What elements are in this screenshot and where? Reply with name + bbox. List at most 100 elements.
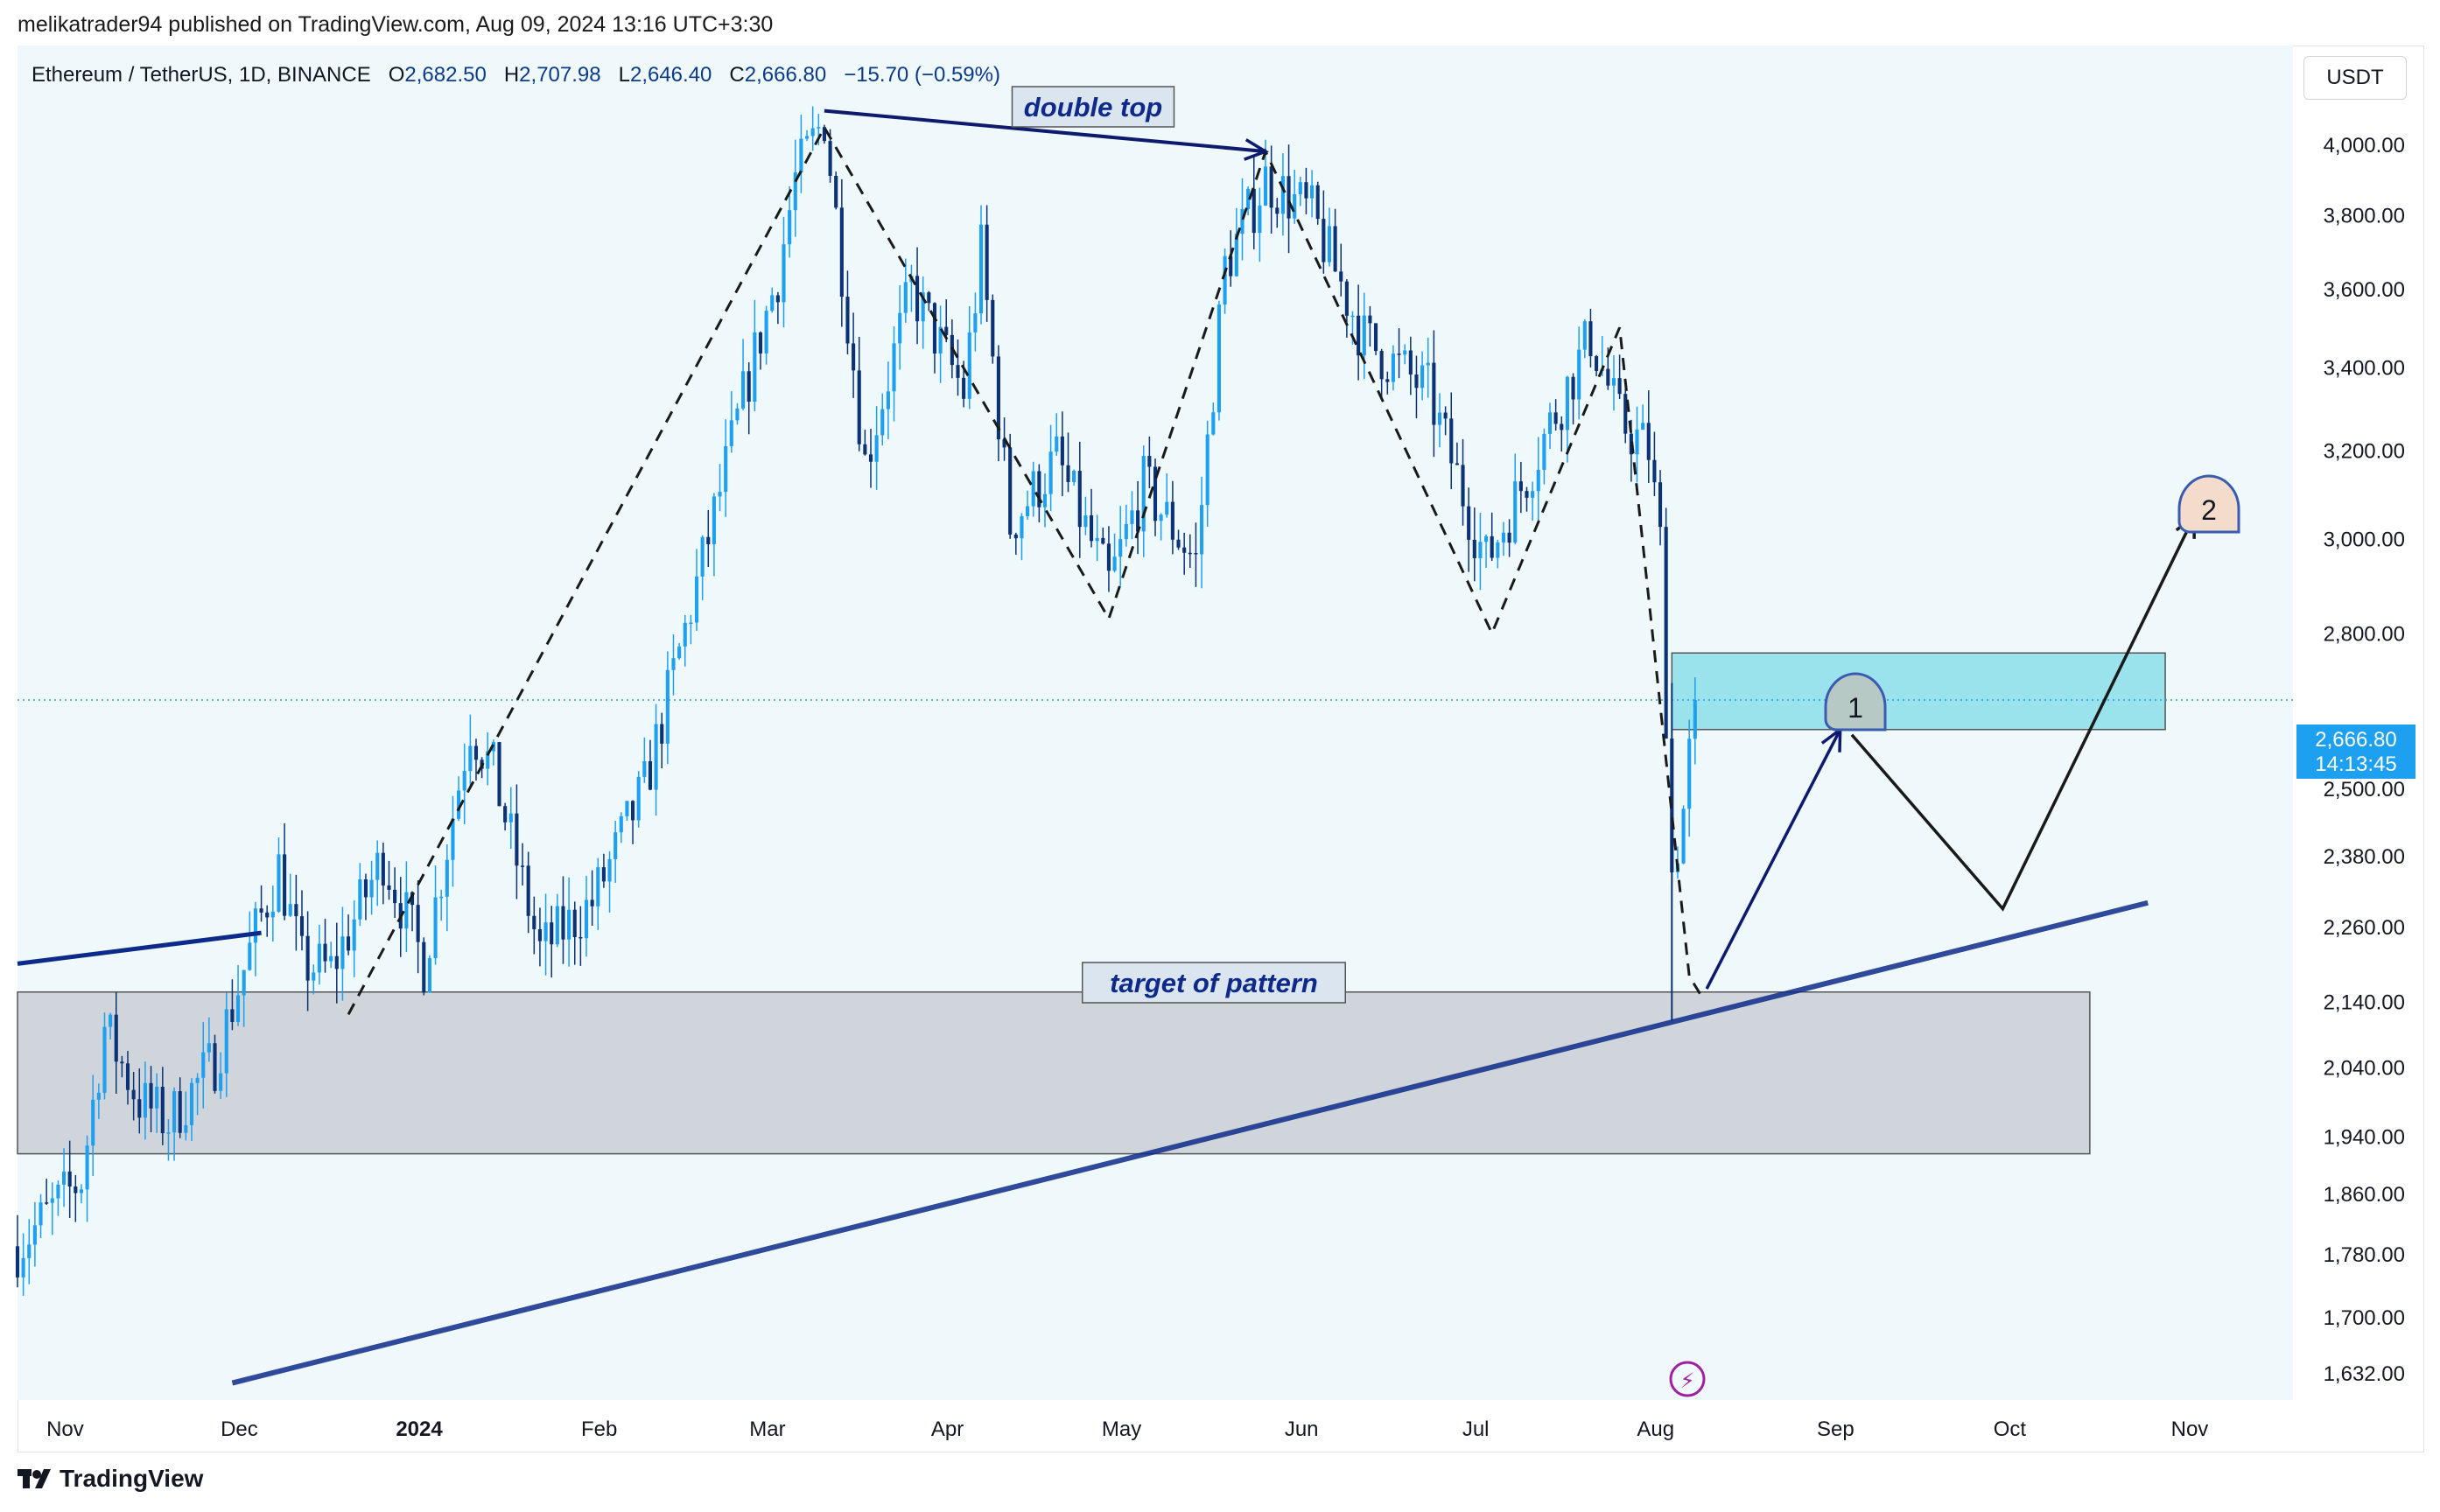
candle: [724, 419, 728, 517]
candle-body: [1658, 482, 1663, 528]
candle: [1484, 534, 1489, 569]
candle: [1252, 155, 1256, 249]
candle: [665, 651, 670, 765]
candle-body: [1263, 166, 1268, 206]
candle: [1188, 534, 1192, 568]
candle-body: [503, 806, 508, 822]
candle: [1315, 181, 1320, 225]
resistance-zone: [1671, 652, 2166, 731]
candle-body: [1205, 434, 1209, 506]
candle-body: [358, 879, 362, 920]
candle-body: [741, 371, 746, 409]
candle-body: [537, 928, 542, 942]
candle: [1565, 375, 1569, 463]
candle-body: [172, 1091, 177, 1133]
candle-body: [712, 496, 716, 544]
candle: [15, 1214, 20, 1288]
candle: [991, 294, 995, 364]
candle: [1077, 441, 1082, 558]
candle: [404, 861, 409, 953]
close-label: C: [729, 63, 745, 87]
candle-body: [1194, 552, 1198, 555]
candle-body: [131, 1089, 136, 1100]
candle: [555, 893, 559, 948]
tradingview-logo-text[interactable]: TradingView: [60, 1465, 204, 1492]
symbol-label[interactable]: Ethereum / TetherUS, 1D, BINANCE: [32, 63, 371, 87]
candle: [155, 1073, 159, 1133]
y-tick-label: 1,632.00: [2324, 1362, 2405, 1386]
candle: [457, 776, 461, 822]
candle: [996, 345, 1000, 462]
candle-body: [15, 1246, 20, 1278]
candle: [677, 642, 682, 660]
candle: [1124, 504, 1128, 547]
candle: [439, 889, 444, 921]
candle: [1571, 373, 1575, 425]
y-tick-label: 4,000.00: [2324, 134, 2405, 158]
y-tick-label: 2,380.00: [2324, 845, 2405, 869]
candle-body: [1461, 465, 1465, 507]
y-tick-label: 2,500.00: [2324, 778, 2405, 802]
candle: [363, 873, 368, 920]
candle-body: [74, 1186, 78, 1194]
candle: [712, 493, 716, 577]
candle-body: [1501, 532, 1506, 542]
open-label: O: [388, 63, 405, 87]
candle: [1582, 318, 1587, 359]
pattern-dashed-path: [347, 124, 1702, 1016]
currency-button[interactable]: USDT: [2303, 56, 2407, 100]
candle-body: [1112, 556, 1117, 571]
candle-body: [1357, 315, 1361, 356]
candle-body: [683, 622, 687, 647]
candle: [532, 896, 536, 955]
candle: [1211, 402, 1216, 436]
candle: [277, 837, 281, 914]
candle-body: [457, 790, 461, 819]
x-tick-label: Sep: [1817, 1418, 1855, 1441]
candle-body: [1368, 315, 1372, 324]
candle: [1664, 508, 1668, 739]
candle-body: [1641, 423, 1645, 430]
candle: [445, 844, 449, 932]
candle: [114, 991, 118, 1094]
candle: [1357, 284, 1361, 381]
candle: [1397, 328, 1401, 379]
candle: [788, 186, 792, 258]
candle-body: [515, 813, 519, 866]
candle-body: [27, 1244, 32, 1258]
candle-body: [1200, 505, 1204, 555]
candle-body: [810, 128, 815, 136]
candle-body: [775, 295, 780, 303]
candle-body: [1426, 362, 1430, 366]
candle-body: [700, 536, 705, 577]
candle: [207, 1017, 211, 1062]
candle-body: [1507, 532, 1511, 543]
candle: [265, 905, 270, 937]
candle: [614, 821, 618, 883]
candle-body: [265, 912, 270, 918]
candle-body: [166, 1132, 171, 1134]
candle-body: [1106, 543, 1111, 571]
candle-body: [1443, 412, 1448, 419]
candle: [369, 860, 374, 915]
candle-body: [1258, 205, 1262, 234]
candle: [1083, 496, 1088, 536]
candle-body: [1333, 226, 1337, 272]
candle: [1020, 513, 1024, 561]
candle: [323, 919, 327, 973]
candle: [50, 1182, 54, 1236]
candle: [1426, 337, 1430, 398]
candle: [683, 615, 687, 667]
candle-body: [45, 1202, 49, 1204]
candle-body: [79, 1189, 84, 1194]
candle-body: [1652, 459, 1657, 483]
candle-body: [724, 445, 728, 493]
candle: [1379, 348, 1384, 397]
candle-body: [631, 801, 635, 821]
candle: [1118, 506, 1123, 586]
candle-body: [614, 832, 618, 859]
candle: [462, 743, 466, 825]
tradingview-logo-icon: [18, 1469, 51, 1488]
candle-body: [1216, 304, 1222, 413]
